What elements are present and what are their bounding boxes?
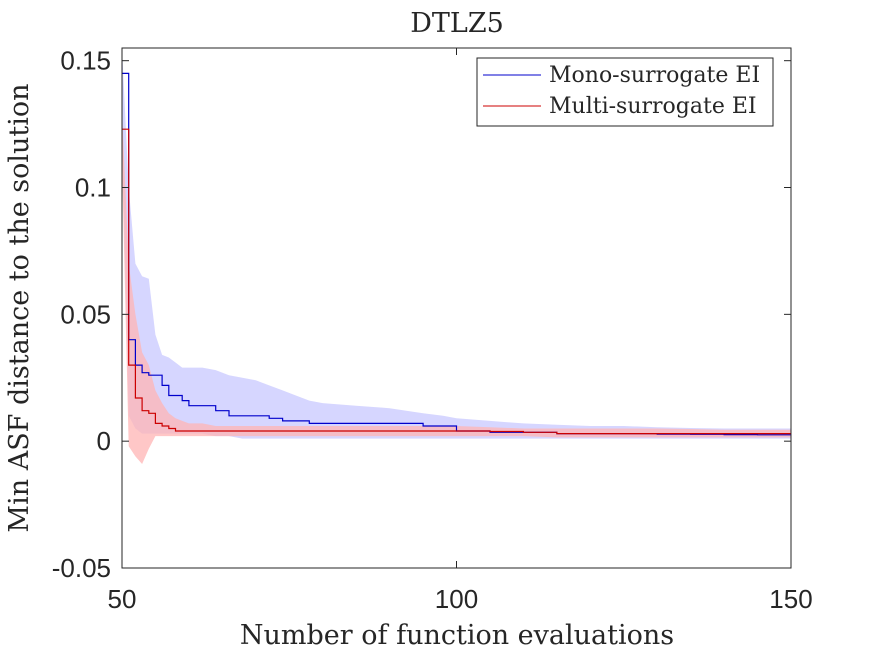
y-tick-label: 0.15 <box>60 46 111 76</box>
series-line-multi <box>122 128 791 435</box>
x-axis-label: Number of function evaluations <box>240 620 674 651</box>
x-tick-label: 150 <box>769 584 812 614</box>
axis-ticks: 50 100 150 -0.05 0 0.05 0.1 0.15 <box>52 46 813 614</box>
legend-entry-mono: Mono-surrogate EI <box>549 63 760 88</box>
y-axis-label: Min ASF distance to the solution <box>4 83 35 532</box>
band-multi <box>122 111 791 465</box>
x-tick-label: 100 <box>435 584 478 614</box>
band-mono <box>122 48 791 439</box>
y-tick-label: 0.05 <box>60 299 111 329</box>
legend-entry-multi: Multi-surrogate EI <box>549 94 757 119</box>
y-tick-label: 0 <box>97 426 111 456</box>
y-tick-label: -0.05 <box>52 553 111 583</box>
x-tick-label: 50 <box>108 584 137 614</box>
legend: Mono-surrogate EI Multi-surrogate EI <box>476 57 774 127</box>
plot-area <box>122 48 791 465</box>
chart-title: DTLZ5 <box>410 8 504 39</box>
y-tick-label: 0.1 <box>75 173 111 203</box>
legend-box <box>476 57 774 127</box>
